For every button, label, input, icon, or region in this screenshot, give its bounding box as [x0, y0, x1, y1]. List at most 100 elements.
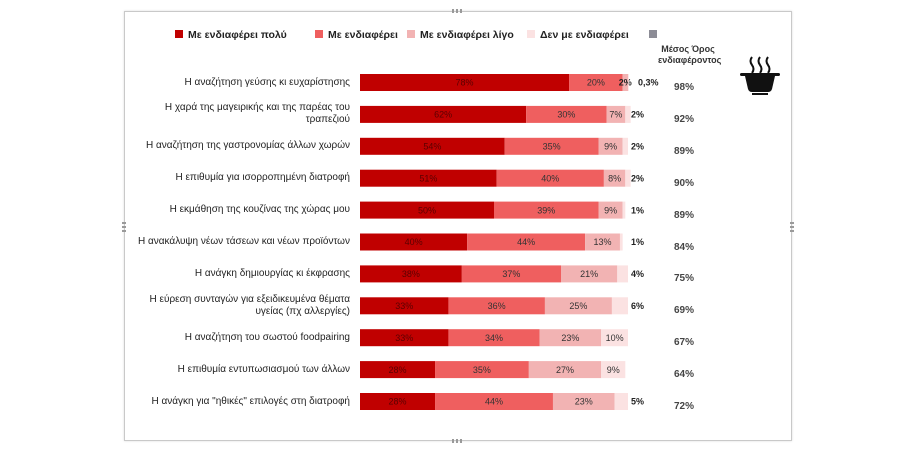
bar-value-label: 2% [631, 142, 644, 152]
bar-segment [552, 393, 615, 410]
legend-label: Με ενδιαφέρει λίγο [420, 29, 514, 41]
bar-segment [539, 329, 602, 347]
bar-value-label: 0,3% [638, 78, 659, 88]
bar-segment [601, 329, 628, 347]
average-value: 69% [673, 305, 694, 317]
resize-handle-left[interactable] [122, 220, 126, 232]
bar-value-label: 37% [502, 269, 520, 279]
bar-value-label: 5% [631, 397, 644, 407]
bar-segment [526, 105, 607, 123]
legend-swatch-extra [649, 27, 662, 43]
bar-segment [544, 297, 612, 315]
bar-value-label: 54% [423, 142, 441, 152]
average-value: 64% [673, 369, 694, 381]
average-value: 98% [673, 82, 694, 93]
bar-segment [360, 265, 462, 283]
bar-segment [614, 393, 628, 410]
average-value: 92% [673, 113, 694, 125]
bar-segment [435, 361, 529, 379]
category-label: Η ανάγκη για "ηθικές" επιλογές στη διατρ… [151, 395, 350, 407]
bar-value-label: 23% [561, 333, 579, 343]
bar-segment [606, 105, 626, 123]
bar-value-label: 50% [418, 205, 436, 215]
bar-segment [360, 233, 468, 251]
bar-segment [561, 265, 618, 283]
bar-segment [622, 201, 626, 219]
bar-value-label: 2% [619, 78, 632, 88]
bar-value-label: 78% [456, 78, 474, 88]
bar-value-label: 62% [434, 110, 452, 120]
bar-segment [528, 361, 602, 379]
bar-segment [360, 361, 436, 379]
resize-handle-bottom[interactable] [452, 439, 464, 443]
legend-label: Με ενδιαφέρει [328, 29, 398, 41]
bar-segment [622, 74, 628, 91]
bar-segment [496, 169, 604, 187]
bar-value-label: 6% [631, 301, 644, 311]
bar-segment [448, 297, 545, 315]
legend-swatch [527, 30, 535, 39]
bar-value-label: 27% [556, 365, 574, 375]
bar-value-label: 36% [488, 301, 506, 311]
legend-item: Με ενδιαφέρει [315, 27, 398, 43]
average-header-line-2: ενδιαφέροντος [658, 55, 722, 65]
bar-value-label: 1% [631, 237, 644, 247]
bar-segment [504, 137, 599, 155]
bar-value-label: 38% [402, 269, 420, 279]
resize-handle-right[interactable] [790, 220, 794, 232]
bar-value-label: 23% [575, 397, 593, 407]
bar-value-label: 7% [609, 110, 622, 120]
category-label: Η εύρεση συνταγών για εξειδικευμένα θέμα… [149, 293, 350, 317]
bar-segment [467, 233, 586, 251]
cooking-pot-icon [740, 56, 780, 95]
resize-handle-top[interactable] [452, 9, 464, 13]
bar-segment [360, 169, 497, 187]
bar-segment [360, 393, 436, 410]
bar-segment [360, 201, 494, 219]
bar-segment [603, 169, 626, 187]
bar-segment [617, 265, 628, 283]
category-label: Η ανάγκη δημιουργίας κι έκφρασης [194, 267, 350, 279]
category-label: Η αναζήτηση γεύσης κι ευχαρίστησης [184, 76, 350, 88]
bar-value-label: 34% [485, 333, 503, 343]
bar-segment [448, 329, 540, 347]
bar-segment [628, 74, 629, 91]
legend-item: Με ενδιαφέρει πολύ [175, 27, 287, 43]
bar-value-label: 2% [631, 173, 644, 183]
category-label: Η αναζήτηση του σωστού foodpairing [184, 331, 350, 343]
average-value: 75% [673, 273, 694, 285]
bar-segment [625, 169, 631, 187]
bar-value-label: 44% [517, 237, 535, 247]
bar-value-label: 2% [631, 110, 644, 120]
bar-segment [619, 233, 623, 251]
bar-value-label: 1% [631, 205, 644, 215]
bar-segment [435, 393, 553, 410]
bar-value-label: 13% [594, 237, 612, 247]
bar-segment [494, 201, 599, 219]
bar-segment [360, 297, 449, 315]
bar-value-label: 39% [537, 205, 555, 215]
bar-value-label: 28% [389, 365, 407, 375]
bar-value-label: 51% [419, 173, 437, 183]
bar-segment [569, 74, 623, 91]
average-header: Μέσος Όρος ενδιαφέροντος [658, 44, 722, 66]
average-value: 84% [673, 241, 694, 253]
bar-value-label: 44% [485, 397, 503, 407]
bar-segment [598, 137, 623, 155]
bar-segment [360, 329, 449, 347]
bar-value-label: 20% [587, 78, 605, 88]
bar-value-label: 8% [608, 173, 621, 183]
category-label: Η αναζήτηση της γαστρονομίας άλλων χωρών [145, 140, 350, 152]
legend-item: Με ενδιαφέρει λίγο [407, 27, 514, 43]
average-value: 89% [673, 209, 694, 221]
bar-segment [360, 105, 527, 123]
bar-value-label: 4% [631, 269, 644, 279]
average-value: 89% [673, 145, 694, 157]
bar-value-label: 33% [395, 301, 413, 311]
bar-value-label: 9% [604, 142, 617, 152]
legend-swatch [175, 30, 183, 39]
legend-label: Με ενδιαφέρει πολύ [188, 29, 287, 41]
legend-label: Δεν με ενδιαφέρει [540, 29, 629, 41]
bar-value-label: 35% [543, 142, 561, 152]
